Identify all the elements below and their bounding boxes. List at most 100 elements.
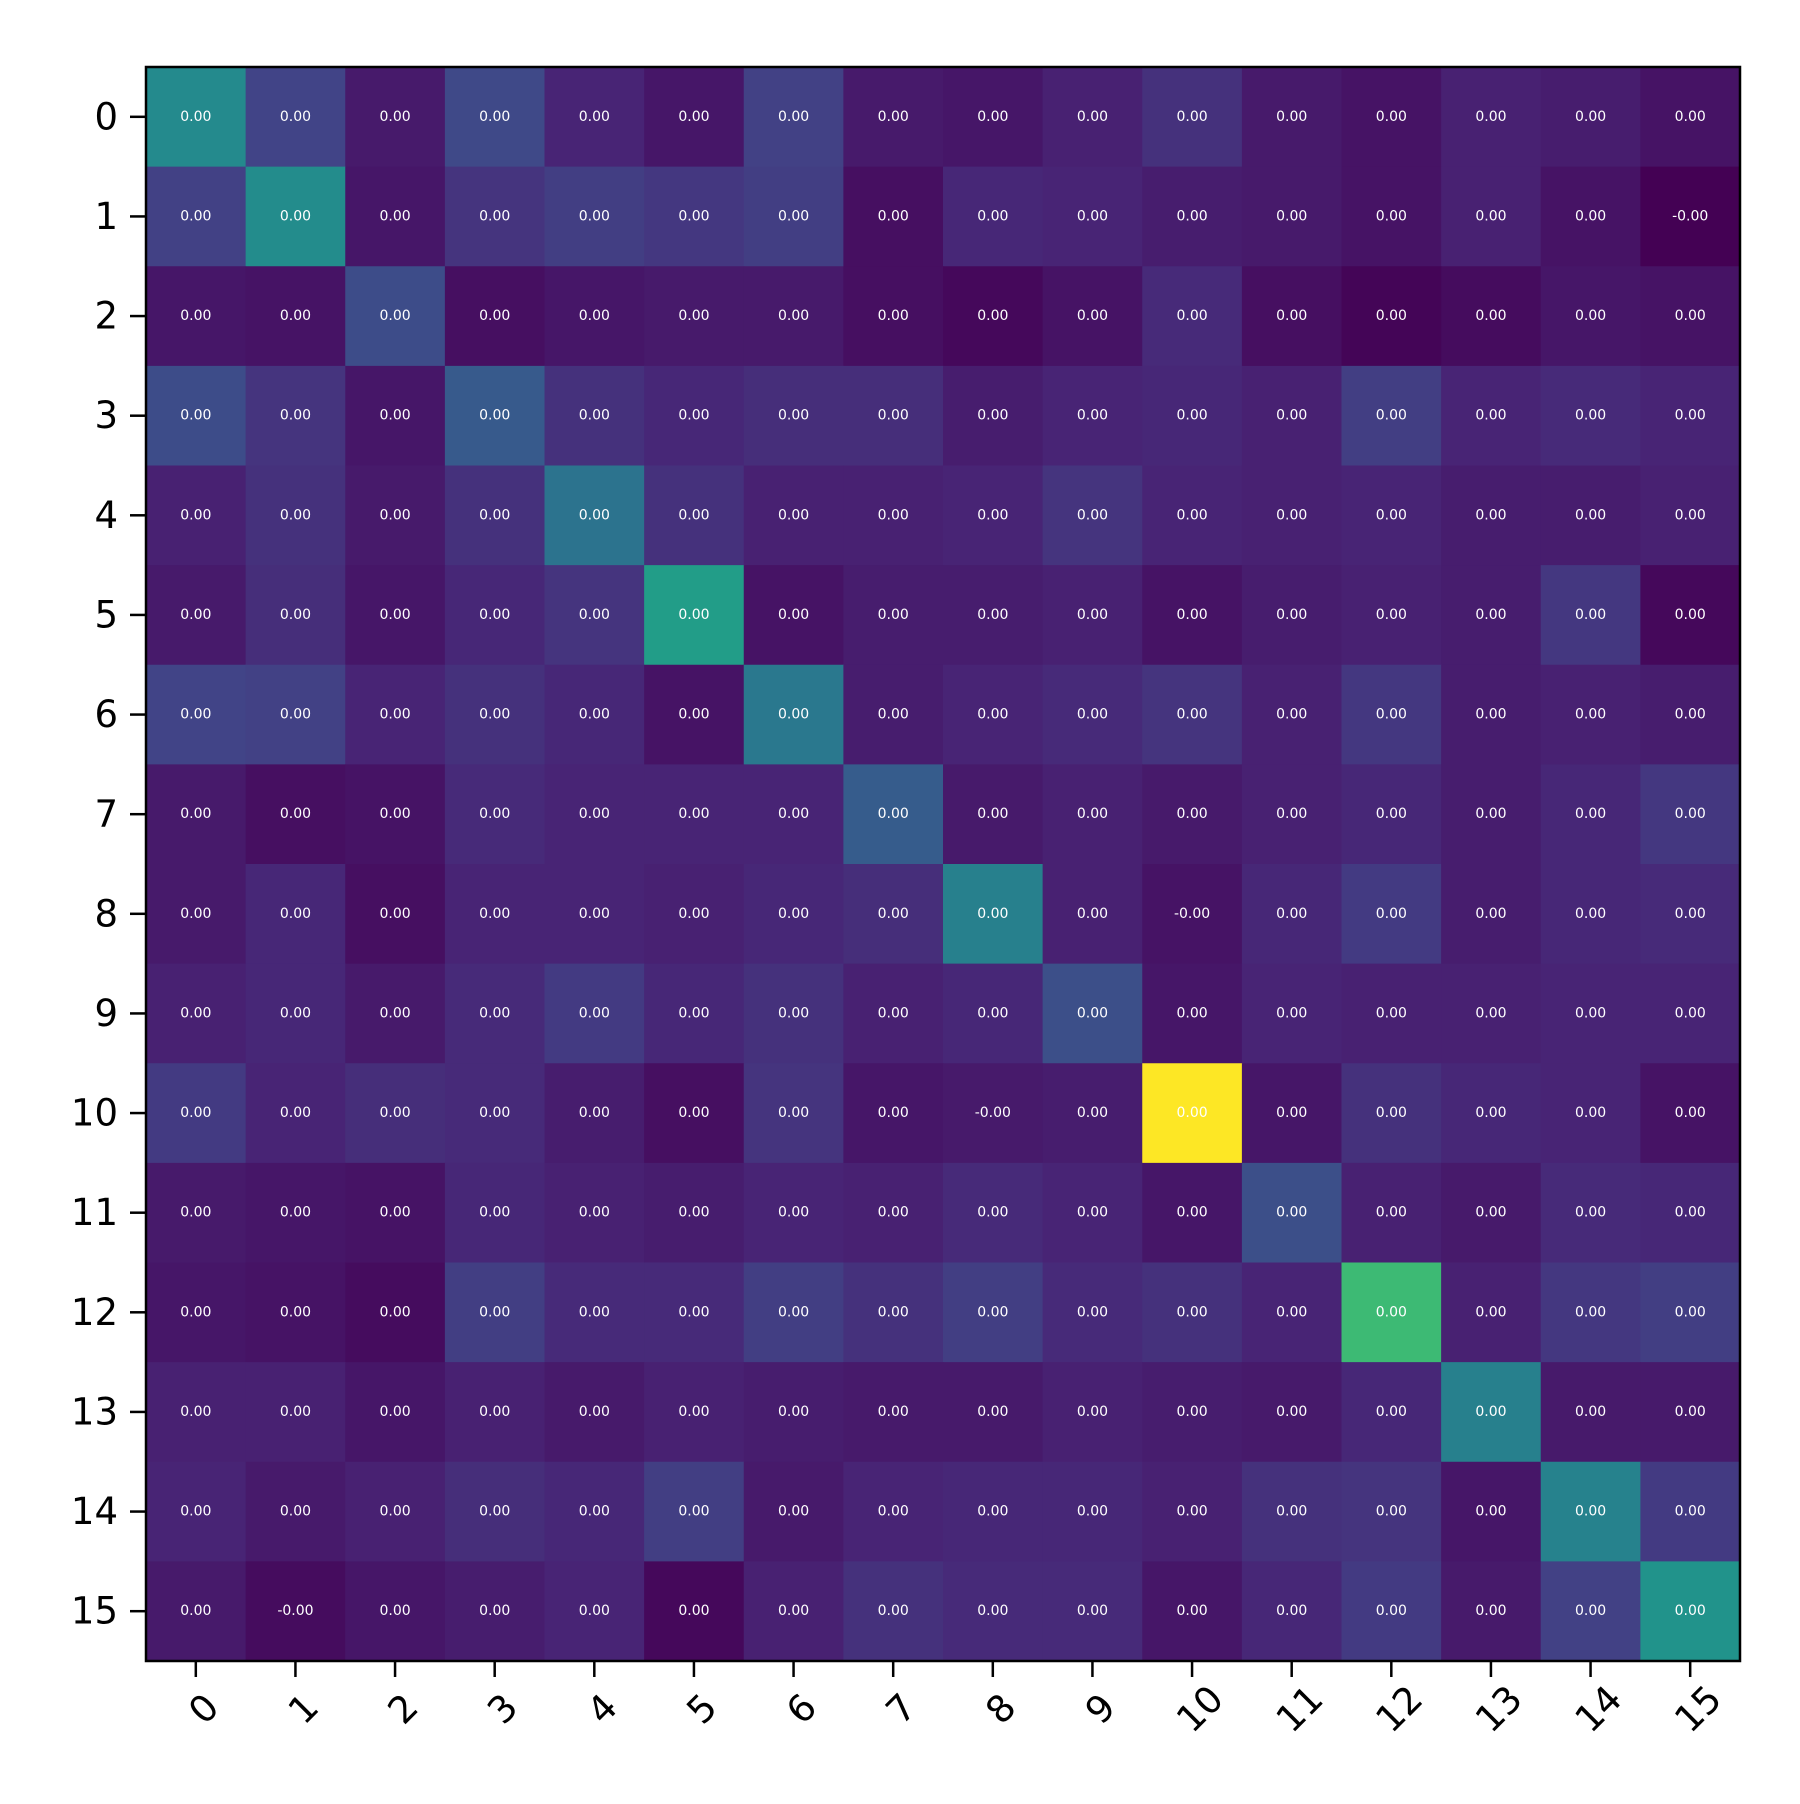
heatmap-cell-9-8 xyxy=(943,963,1044,1064)
cell-value-label: 0.00 xyxy=(1475,1205,1506,1221)
heatmap-cell-1-14 xyxy=(1540,166,1641,267)
heatmap-cell-14-11 xyxy=(1241,1461,1343,1562)
heatmap-cell-3-10 xyxy=(1142,365,1243,467)
heatmap-cell-2-5 xyxy=(644,266,745,367)
heatmap-cell-15-0 xyxy=(146,1561,247,1662)
cell-value-label: 0.00 xyxy=(280,308,311,324)
heatmap-cell-11-4 xyxy=(544,1162,645,1264)
heatmap-cell-14-6 xyxy=(743,1461,844,1562)
heatmap-cell-14-15 xyxy=(1640,1461,1741,1562)
cell-value-label: 0.00 xyxy=(280,408,311,424)
x-tick-label: 9 xyxy=(1077,1685,1124,1732)
heatmap-cell-2-10 xyxy=(1142,266,1243,367)
heatmap-cell-9-11 xyxy=(1241,963,1343,1064)
cell-value-label: 0.00 xyxy=(1675,806,1706,822)
heatmap-cell-5-2 xyxy=(345,565,446,666)
heatmap-cell-11-15 xyxy=(1640,1162,1741,1264)
cell-value-label: 0.00 xyxy=(1077,1404,1108,1420)
cell-value-label: 0.00 xyxy=(878,1005,909,1021)
heatmap-cell-10-0 xyxy=(146,1063,247,1164)
x-tick-label: 3 xyxy=(479,1685,526,1732)
cell-value-label: 0.00 xyxy=(1376,507,1407,523)
cell-value-label: 0.00 xyxy=(1276,1105,1307,1121)
cell-value-label: 0.00 xyxy=(1376,1304,1407,1320)
cell-value-label: 0.00 xyxy=(1475,1105,1506,1121)
cell-value-label: 0.00 xyxy=(1077,507,1108,523)
cell-value-label: 0.00 xyxy=(579,1005,610,1021)
cell-value-label: 0.00 xyxy=(479,1304,510,1320)
y-tick-label: 4 xyxy=(94,494,118,537)
cell-value-label: 0.00 xyxy=(1376,1504,1407,1520)
heatmap-cell-2-2 xyxy=(345,266,446,367)
heatmap-cell-14-1 xyxy=(245,1461,346,1562)
cell-value-label: 0.00 xyxy=(379,208,410,224)
heatmap-cell-15-11 xyxy=(1241,1561,1343,1662)
heatmap-cell-11-6 xyxy=(743,1162,844,1264)
cell-value-label: 0.00 xyxy=(778,1404,809,1420)
cell-value-label: 0.00 xyxy=(1675,109,1706,125)
cell-value-label: 0.00 xyxy=(1077,1304,1108,1320)
heatmap-cell-5-6 xyxy=(743,565,844,666)
heatmap-cell-0-6 xyxy=(743,67,844,168)
x-tick-label: 5 xyxy=(678,1685,725,1732)
cell-value-label: 0.00 xyxy=(579,707,610,723)
cell-value-label: 0.00 xyxy=(778,308,809,324)
cell-value-label: 0.00 xyxy=(878,308,909,324)
y-tick-label: 8 xyxy=(94,892,118,935)
heatmap-cell-14-8 xyxy=(943,1461,1044,1562)
heatmap-cell-3-1 xyxy=(245,365,346,467)
cell-value-label: 0.00 xyxy=(479,806,510,822)
heatmap-cell-2-6 xyxy=(743,266,844,367)
heatmap-cell-6-4 xyxy=(544,664,645,765)
heatmap-cell-10-7 xyxy=(843,1063,944,1164)
cell-value-label: 0.00 xyxy=(1475,1603,1506,1619)
cell-value-label: 0.00 xyxy=(1077,806,1108,822)
heatmap-cell-15-14 xyxy=(1540,1561,1641,1662)
cell-value-label: 0.00 xyxy=(379,1205,410,1221)
heatmap-cell-9-14 xyxy=(1540,963,1641,1064)
y-tick-label: 7 xyxy=(94,793,118,836)
heatmap-cell-1-3 xyxy=(444,166,546,267)
heatmap-cell-5-12 xyxy=(1341,565,1442,666)
cell-value-label: 0.00 xyxy=(1475,109,1506,125)
cell-value-label: 0.00 xyxy=(1276,906,1307,922)
cell-value-label: 0.00 xyxy=(280,208,311,224)
cell-value-label: 0.00 xyxy=(180,308,211,324)
heatmap-cell-14-2 xyxy=(345,1461,446,1562)
heatmap-cell-10-9 xyxy=(1042,1063,1143,1164)
heatmap-cell-9-12 xyxy=(1341,963,1442,1064)
cell-value-label: 0.00 xyxy=(1376,607,1407,623)
y-tick-label: 2 xyxy=(94,295,118,338)
heatmap-cell-14-7 xyxy=(843,1461,944,1562)
cell-value-label: 0.00 xyxy=(479,1404,510,1420)
cell-value-label: 0.00 xyxy=(678,1205,709,1221)
heatmap-cell-11-8 xyxy=(943,1162,1044,1264)
cell-value-label: 0.00 xyxy=(778,806,809,822)
heatmap-cell-4-2 xyxy=(345,465,446,566)
y-tick-label: 1 xyxy=(94,195,118,238)
cell-value-label: 0.00 xyxy=(180,707,211,723)
cell-value-label: 0.00 xyxy=(280,1404,311,1420)
cell-value-label: 0.00 xyxy=(379,607,410,623)
heatmap-cell-12-0 xyxy=(146,1262,247,1363)
cell-value-label: 0.00 xyxy=(1176,1504,1207,1520)
cell-value-label: 0.00 xyxy=(1276,308,1307,324)
heatmap-cell-5-3 xyxy=(444,565,546,666)
heatmap-cell-3-8 xyxy=(943,365,1044,467)
cell-value-label: -0.00 xyxy=(975,1105,1011,1121)
cell-value-label: 0.00 xyxy=(678,507,709,523)
cell-value-label: 0.00 xyxy=(1276,408,1307,424)
y-tick-label: 11 xyxy=(71,1191,118,1234)
heatmap-cell-4-15 xyxy=(1640,465,1741,566)
x-tick-label: 6 xyxy=(778,1685,825,1732)
cell-value-label: 0.00 xyxy=(579,1304,610,1320)
heatmap-cell-2-15 xyxy=(1640,266,1741,367)
heatmap-cell-8-3 xyxy=(444,864,546,965)
cell-value-label: 0.00 xyxy=(1575,806,1606,822)
heatmap-cell-0-3 xyxy=(444,67,546,168)
cell-value-label: 0.00 xyxy=(280,806,311,822)
heatmap-cell-4-1 xyxy=(245,465,346,566)
cell-value-label: 0.00 xyxy=(1475,507,1506,523)
cell-value-label: 0.00 xyxy=(280,1205,311,1221)
